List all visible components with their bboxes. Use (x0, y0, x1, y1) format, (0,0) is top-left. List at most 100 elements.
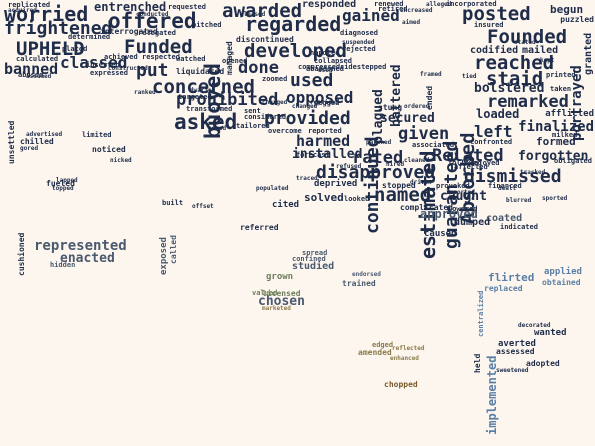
word-charged: charged (262, 99, 288, 106)
word-endorsed: endorsed (352, 271, 381, 278)
word-sweetened: sweetened (496, 367, 529, 374)
word-granted: granted (583, 32, 594, 75)
word-regarded: regarded (245, 12, 342, 36)
word-classed: classed (60, 53, 128, 72)
word-gained: gained (342, 6, 400, 25)
word-exposed: exposed (159, 236, 169, 275)
word-loaded: loaded (476, 107, 520, 121)
word-indicated: indicated (500, 223, 538, 231)
word-refused: refused (336, 163, 362, 170)
word-confined: confined (292, 255, 326, 263)
word-developed: developed (244, 40, 347, 62)
word-expressed: expressed (90, 69, 128, 77)
word-pitched: pitched (192, 21, 222, 29)
word-alleged: alleged (426, 1, 452, 8)
word-sent: sent (244, 107, 261, 115)
word-remarked: remarked (487, 92, 569, 112)
word-placed: placed (62, 45, 88, 53)
word-constructed: constructed (108, 65, 148, 72)
word-inserted: inserted (86, 61, 120, 69)
word-insured: insured (474, 21, 504, 29)
word-opened: opened (222, 57, 248, 65)
word-done: done (238, 58, 279, 78)
word-upheld: UPHELD (16, 38, 85, 60)
word-staid: staid (486, 68, 544, 90)
word-followed: followed (448, 159, 482, 167)
word-taken: taken (550, 85, 572, 93)
word-built: built (162, 199, 184, 207)
word-changed: changed (292, 103, 318, 110)
word-ordered: ordered (404, 103, 430, 110)
word-reached: reached (474, 52, 555, 74)
word-harmed: harmed (296, 132, 351, 150)
word-put: put (136, 60, 169, 81)
word-offset: offset (192, 203, 214, 210)
word-enjoyed: enjoyed (470, 159, 500, 167)
word-grown: grown (266, 272, 294, 282)
word-chilled: chilled (20, 137, 54, 146)
word-marketed: marketed (262, 305, 291, 312)
word-enacted: enacted (60, 251, 115, 266)
word-edged: edged (372, 341, 394, 349)
word-given: given (398, 124, 450, 144)
word-kept: kept (540, 57, 555, 64)
word-noticed: noticed (92, 145, 126, 154)
word-lapped: lapped (56, 177, 78, 184)
word-installed: installed (292, 147, 363, 162)
word-framed: framed (420, 71, 442, 78)
word-chosen: chosen (258, 294, 305, 309)
word-forecast: forecast (296, 151, 330, 159)
word-studied: studied (292, 261, 335, 272)
word-unsettled: unsettled (7, 120, 16, 164)
word-funded: Funded (124, 36, 193, 58)
word-wanted: wanted (534, 328, 567, 338)
word-looked: looked (344, 195, 370, 203)
word-affected: affected (454, 163, 488, 171)
word-stopped: stopped (382, 181, 416, 190)
word-conducted: conducted (136, 11, 169, 18)
word-printed: printed (546, 71, 576, 79)
word-spread: spread (302, 249, 328, 257)
word-handled: handled (310, 49, 340, 57)
word-increased: increased (400, 7, 433, 14)
word-obligated: obligated (554, 157, 592, 165)
word-called: called (169, 235, 178, 265)
word-incorporated: incorporated (446, 0, 497, 8)
word-confronted: confronted (470, 138, 513, 146)
word-acquired: acquired (8, 7, 37, 14)
word-pleased: pleased (240, 11, 266, 18)
word-mailed: mailed (522, 45, 559, 56)
word-forgotten: forgotten (518, 149, 589, 164)
word-provoked: provoked (436, 182, 470, 190)
word-fueled: fueled (46, 179, 75, 188)
word-relegated: relegated (138, 29, 176, 37)
word-entrenched: entrenched (94, 0, 167, 14)
word-targeted: targeted (178, 93, 212, 101)
word-abused: abused (18, 71, 44, 79)
word-transformed: transformed (186, 105, 233, 113)
word-disapproved: disapproved (316, 162, 436, 183)
word-codified: codified (470, 45, 519, 56)
word-centralized: centralized (477, 290, 485, 338)
word-tied: tied (462, 73, 477, 80)
word-deprived: deprived (314, 179, 358, 189)
word-dumped: dumped (454, 217, 491, 228)
word-blurred: blurred (506, 197, 532, 204)
word-advertised: advertised (26, 131, 63, 138)
word-caused: caused (424, 229, 457, 239)
word-solved: solved (304, 191, 344, 204)
word-collapsed: collapsed (314, 57, 352, 65)
word-considered: considered (244, 113, 287, 121)
word-assumed: assumed (26, 73, 52, 80)
word-dwarfed: dwarfed (190, 87, 216, 94)
word-reflected: reflected (392, 345, 425, 352)
word-referred: referred (240, 223, 279, 232)
word-puzzled: puzzled (560, 15, 594, 24)
word-parched: parched (366, 139, 392, 146)
word-battered: battered (389, 64, 404, 128)
word-lowered: lowered (448, 205, 478, 213)
word-approved: approved (420, 207, 478, 221)
word-hired: hired (386, 161, 405, 168)
word-worried: worried (4, 2, 89, 26)
